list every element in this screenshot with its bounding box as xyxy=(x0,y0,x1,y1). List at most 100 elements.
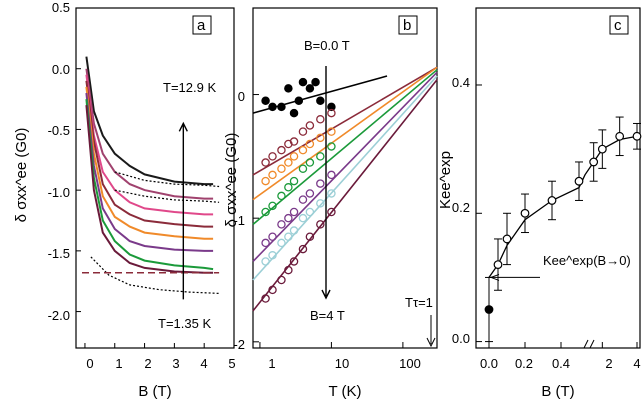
data-point xyxy=(268,251,277,260)
data-point xyxy=(289,137,299,146)
data-point xyxy=(305,207,315,217)
dotted-line xyxy=(114,189,220,203)
panel-b-ytick: -2 xyxy=(233,337,245,352)
data-point xyxy=(268,285,277,295)
data-point xyxy=(261,96,270,105)
data-point xyxy=(493,260,503,270)
panel-c-label-box xyxy=(609,15,629,35)
data-point xyxy=(316,152,325,161)
panel-c: c 0.4 0.2 0.0 0.0 0.2 0.4 2 4 B (T) Kee^… xyxy=(437,7,642,400)
panel-b-arrow-ttau xyxy=(426,315,436,348)
data-point xyxy=(547,196,557,205)
panel-b-frame xyxy=(252,7,438,349)
panel-b-annotation-b4: B=4 T xyxy=(310,308,345,323)
data-point xyxy=(284,183,293,192)
panel-a-frame xyxy=(75,7,235,349)
data-point xyxy=(261,158,270,167)
panel-c-ytick: 0.0 xyxy=(452,331,470,346)
data-point xyxy=(597,144,607,154)
panel-a-ytick: -1.5 xyxy=(48,246,70,261)
panel-a-ytick: -1.0 xyxy=(48,185,70,200)
panel-c-xtick: 0.2 xyxy=(515,356,533,371)
data-point xyxy=(268,152,277,161)
panel-c-label: c xyxy=(614,17,622,34)
series-line xyxy=(85,99,214,271)
panel-b-annotation-b0: B=0.0 T xyxy=(304,38,350,53)
panel-b-ylabel: δ σxx^ee (G0) xyxy=(223,133,240,228)
data-point xyxy=(305,189,315,198)
panel-b-ytick: -1 xyxy=(233,213,245,228)
temperature-arrow xyxy=(178,121,188,300)
data-point xyxy=(261,176,270,186)
panel-a: a 0.5 0.0 -0.5 -1.0 -1.5 -2.0 0 1 2 3 4 … xyxy=(13,0,236,400)
data-point xyxy=(289,176,299,186)
series-line xyxy=(85,68,214,200)
data-point xyxy=(327,189,336,198)
data-point xyxy=(284,158,293,167)
fit-line xyxy=(252,71,438,263)
data-point xyxy=(589,157,599,167)
fit-line xyxy=(252,66,438,201)
series-line xyxy=(85,74,214,216)
panel-a-label-box xyxy=(192,15,212,35)
panel-c-frame xyxy=(475,7,641,349)
data-point xyxy=(305,84,315,93)
panel-a-ytick: -0.5 xyxy=(48,123,70,138)
data-point xyxy=(289,207,299,217)
data-point xyxy=(327,207,336,217)
data-point xyxy=(305,232,315,241)
data-point xyxy=(277,238,286,248)
data-point xyxy=(327,142,336,151)
panel-b-annotation-ttau: Tτ=1 xyxy=(405,295,433,310)
data-point xyxy=(316,96,325,105)
data-point xyxy=(294,96,304,105)
panel-b-xtick: 1 xyxy=(268,356,275,371)
data-point xyxy=(327,102,336,112)
panel-c-xtick: 0.4 xyxy=(552,356,570,371)
data-point xyxy=(316,220,325,229)
panel-c-axis-break xyxy=(583,339,595,349)
panel-c-xlabel: B (T) xyxy=(541,383,574,400)
panel-a-xtick: 0 xyxy=(86,356,93,371)
data-point xyxy=(305,158,315,167)
panel-a-xtick: 5 xyxy=(228,356,235,371)
dotted-line xyxy=(114,171,220,188)
data-point xyxy=(298,145,308,155)
data-point xyxy=(574,176,584,186)
panel-a-plot xyxy=(76,7,235,348)
data-point xyxy=(261,207,270,217)
panel-b-ytick: 0 xyxy=(238,89,245,104)
data-point xyxy=(298,77,308,87)
data-point xyxy=(289,226,299,235)
series-line xyxy=(85,92,214,252)
panel-b-xtick: 10 xyxy=(335,356,349,371)
panel-a-label: a xyxy=(197,17,206,34)
panel-c-plot xyxy=(476,84,642,348)
data-point xyxy=(277,145,286,155)
panel-b-label: b xyxy=(403,17,411,34)
data-point xyxy=(502,234,512,244)
panel-c-ylabel: Kee^exp xyxy=(437,151,454,209)
data-point xyxy=(277,102,286,112)
data-point xyxy=(261,257,270,266)
data-point xyxy=(284,232,293,241)
data-point xyxy=(277,191,286,201)
data-point xyxy=(284,213,293,223)
data-point xyxy=(268,201,277,211)
data-point xyxy=(298,164,308,173)
data-point xyxy=(327,127,336,136)
data-point xyxy=(268,232,277,241)
data-point xyxy=(520,208,530,218)
data-point xyxy=(327,170,336,180)
panel-c-ytick: 0.4 xyxy=(452,75,470,90)
panel-a-xlabel: B (T) xyxy=(138,383,171,400)
panel-a-ytick: 0.5 xyxy=(52,0,70,15)
data-point xyxy=(277,220,286,229)
panel-b-label-box xyxy=(398,15,418,35)
data-point xyxy=(268,102,277,112)
data-point xyxy=(632,131,642,141)
panel-b: b 0 -1 -2 1 10 100 T (K) δ σxx^ee (G0) B… xyxy=(223,7,438,400)
panel-a-xtick: 3 xyxy=(172,356,179,371)
panel-b-plot xyxy=(252,66,438,348)
